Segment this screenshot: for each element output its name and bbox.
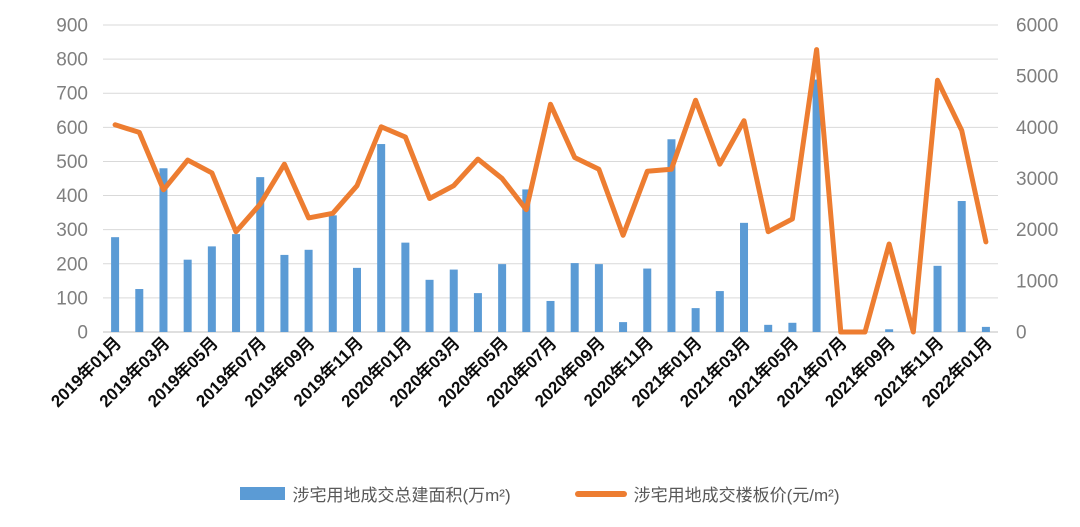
left-axis-tick-label: 900 bbox=[56, 16, 88, 37]
right-axis-tick-label: 3000 bbox=[1016, 169, 1058, 190]
bar bbox=[159, 168, 168, 332]
bar bbox=[885, 329, 894, 332]
left-axis-tick-label: 300 bbox=[56, 220, 88, 241]
left-axis-labels: 0 100 200 300 400 500 600 700 800 900 bbox=[56, 16, 88, 344]
right-axis-tick-label: 0 bbox=[1016, 323, 1027, 344]
bar bbox=[256, 177, 265, 332]
bar bbox=[691, 308, 700, 332]
bar bbox=[111, 237, 120, 332]
bar bbox=[667, 139, 676, 332]
bar-series bbox=[111, 79, 990, 332]
line-series-label: 涉宅用地成交楼板价(元/m²) bbox=[633, 486, 840, 505]
legend-item-bar-series: 涉宅用地成交总建面积(万m²) bbox=[240, 481, 511, 506]
bar bbox=[643, 268, 652, 332]
bar bbox=[449, 269, 458, 332]
bar bbox=[280, 254, 289, 332]
bar bbox=[498, 264, 507, 332]
right-axis-tick-label: 1000 bbox=[1016, 271, 1058, 292]
bar bbox=[546, 300, 555, 332]
bar bbox=[401, 242, 410, 332]
bar-series-label: 涉宅用地成交总建面积(万m²) bbox=[292, 486, 511, 505]
bar bbox=[788, 322, 797, 332]
legend: 涉宅用地成交总建面积(万m²) 涉宅用地成交楼板价(元/m²) bbox=[0, 481, 1080, 506]
bar bbox=[304, 249, 313, 332]
left-axis-tick-label: 0 bbox=[77, 323, 88, 344]
left-axis-tick-label: 600 bbox=[56, 118, 88, 139]
bar bbox=[570, 263, 579, 332]
bar bbox=[740, 222, 749, 332]
bar bbox=[352, 267, 361, 332]
bar bbox=[957, 201, 966, 332]
line-series-swatch bbox=[574, 490, 627, 497]
plot-area: 0 100 200 300 400 500 600 700 800 900 0 1000 2000 300… bbox=[47, 16, 1059, 411]
left-axis-tick-label: 200 bbox=[56, 254, 88, 275]
left-axis-tick-label: 700 bbox=[56, 84, 88, 105]
bar bbox=[183, 259, 192, 332]
bar bbox=[619, 322, 628, 332]
bar bbox=[232, 234, 241, 332]
price-line bbox=[112, 47, 989, 335]
left-axis-tick-label: 400 bbox=[56, 186, 88, 207]
right-axis-tick-label: 2000 bbox=[1016, 220, 1058, 241]
bar bbox=[812, 79, 821, 332]
left-axis-tick-label: 100 bbox=[56, 288, 88, 309]
bar bbox=[715, 291, 724, 332]
bar-series-swatch bbox=[240, 487, 286, 500]
bar bbox=[764, 324, 773, 332]
bar bbox=[594, 264, 603, 332]
bar bbox=[522, 189, 531, 332]
right-axis-tick-label: 5000 bbox=[1016, 67, 1058, 88]
bar bbox=[135, 289, 144, 332]
right-axis-labels: 0 1000 2000 3000 4000 5000 6000 bbox=[1016, 16, 1058, 344]
left-axis-tick-label: 800 bbox=[56, 50, 88, 71]
line-series bbox=[112, 47, 989, 335]
bar bbox=[981, 326, 990, 332]
bar bbox=[425, 279, 434, 332]
bar bbox=[377, 144, 386, 332]
bar bbox=[328, 215, 337, 332]
bar bbox=[207, 246, 216, 332]
gridlines bbox=[103, 24, 998, 333]
bar bbox=[473, 293, 482, 332]
right-axis-tick-label: 4000 bbox=[1016, 118, 1058, 139]
x-axis-labels: 2019年01月2019年03月2019年05月2019年07月2019年09月… bbox=[47, 333, 996, 411]
bar bbox=[933, 265, 942, 332]
right-axis-tick-label: 6000 bbox=[1016, 16, 1058, 37]
left-axis-tick-label: 500 bbox=[56, 152, 88, 173]
legend-item-line-series: 涉宅用地成交楼板价(元/m²) bbox=[574, 481, 840, 506]
